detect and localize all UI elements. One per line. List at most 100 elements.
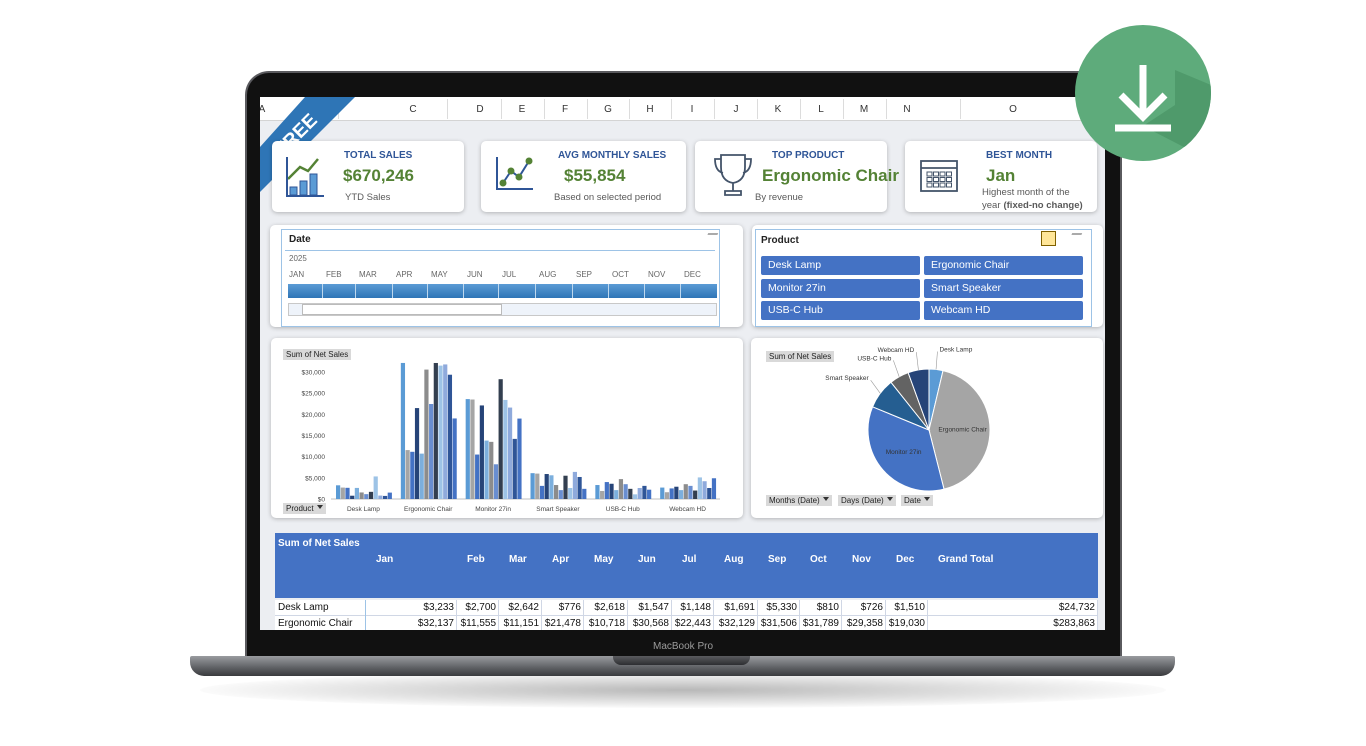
slicer-divider bbox=[285, 250, 715, 251]
bar bbox=[572, 471, 577, 499]
pivot-cell: $5,330 bbox=[758, 600, 800, 616]
pivot-cell: $2,618 bbox=[584, 600, 628, 616]
date-filter-button[interactable]: Days (Date) bbox=[838, 495, 896, 506]
product-slicer-item[interactable]: Smart Speaker bbox=[924, 278, 1083, 298]
x-tick-label: Webcam HD bbox=[669, 506, 706, 513]
icon-axis bbox=[496, 157, 533, 190]
kpi-value: Ergonomic Chair bbox=[762, 166, 899, 185]
bar bbox=[405, 450, 410, 499]
bar bbox=[609, 483, 614, 499]
x-tick-label: USB-C Hub bbox=[606, 506, 640, 513]
bar bbox=[563, 475, 568, 499]
pivot-column-header: Dec bbox=[896, 554, 915, 565]
bar bbox=[359, 492, 364, 499]
bar bbox=[452, 418, 457, 499]
timeline-month-label: APR bbox=[396, 270, 413, 279]
icon-calendar-cell bbox=[939, 177, 946, 182]
icon-bar bbox=[299, 180, 308, 196]
icon-shadow bbox=[1143, 70, 1211, 161]
x-tick-label: Desk Lamp bbox=[347, 506, 380, 513]
kpi-title: AVG MONTHLY SALES bbox=[558, 150, 667, 161]
y-tick-label: $5,000 bbox=[305, 475, 325, 482]
bar bbox=[558, 490, 563, 499]
product-slicer-item[interactable]: USB-C Hub bbox=[761, 301, 920, 320]
icon-calendar-cell bbox=[946, 177, 952, 182]
pivot-cell: $21,478 bbox=[542, 616, 584, 630]
kpi-title: BEST MONTH bbox=[986, 150, 1053, 161]
kpi-subtitle: By revenue bbox=[755, 191, 806, 204]
icon-calendar-cell bbox=[933, 182, 939, 188]
pie-label: Desk Lamp bbox=[939, 346, 972, 353]
bar bbox=[387, 492, 392, 499]
spreadsheet-screen: A C D E F G H I J K L M N O FREE TOTAL SALES $670,246 YTD… bbox=[260, 97, 1105, 630]
column-divider bbox=[799, 99, 801, 119]
bar bbox=[517, 418, 522, 499]
column-header: E bbox=[518, 104, 526, 115]
bar bbox=[618, 479, 624, 499]
timeline-month-label: OCT bbox=[612, 270, 629, 279]
dropdown-arrow bbox=[316, 505, 323, 512]
bar bbox=[554, 485, 559, 499]
date-filter-button[interactable]: Date bbox=[901, 495, 933, 506]
pie-label: USB-C Hub bbox=[857, 355, 891, 362]
y-tick-label: $0 bbox=[318, 497, 326, 504]
pivot-cell: $1,510 bbox=[886, 600, 928, 616]
kpi-subtitle: Based on selected period bbox=[554, 191, 664, 204]
pivot-cell: $1,547 bbox=[628, 600, 672, 616]
filter-button-text: Product bbox=[286, 504, 314, 513]
pivot-cell: $2,700 bbox=[457, 600, 499, 616]
kpi-subtitle-text: Based on selected period bbox=[554, 192, 662, 203]
pivot-column-header: Oct bbox=[810, 554, 827, 565]
pie-leader-line bbox=[935, 351, 938, 370]
download-button[interactable] bbox=[1075, 25, 1211, 161]
pie-leader-line bbox=[870, 379, 881, 394]
filter-button-text: Date bbox=[904, 496, 921, 505]
bar bbox=[544, 474, 549, 499]
column-header: L bbox=[818, 104, 824, 115]
x-tick-label: Smart Speaker bbox=[536, 506, 580, 513]
slicer-year: 2025 bbox=[289, 254, 307, 263]
bar bbox=[484, 440, 489, 499]
arrow-head bbox=[1118, 92, 1168, 122]
column-divider bbox=[757, 99, 758, 119]
pivot-row-label: Desk Lamp bbox=[275, 600, 366, 616]
column-divider bbox=[446, 99, 448, 119]
bar bbox=[340, 487, 345, 499]
bar bbox=[493, 464, 499, 499]
filter-button-text: Months (Date) bbox=[769, 496, 820, 505]
bar bbox=[711, 478, 717, 499]
icon-calendar-cell bbox=[933, 177, 939, 182]
multi-select-icon[interactable] bbox=[1041, 231, 1056, 246]
pie-slice bbox=[867, 406, 945, 492]
bar bbox=[364, 494, 369, 499]
product-slicer-item[interactable]: Monitor 27in bbox=[761, 278, 920, 298]
kpi-value: Jan bbox=[986, 166, 1016, 185]
bar bbox=[637, 487, 642, 499]
product-slicer-item[interactable]: Desk Lamp bbox=[761, 256, 920, 275]
bar bbox=[577, 476, 582, 499]
icon-dot bbox=[507, 167, 515, 175]
pivot-cell: $726 bbox=[842, 600, 886, 616]
product-slicer-item[interactable]: Webcam HD bbox=[924, 301, 1083, 320]
column-divider bbox=[842, 99, 844, 119]
pie-label: Webcam HD bbox=[878, 347, 915, 354]
timeline-divider bbox=[644, 284, 645, 298]
product-slicer-item[interactable]: Ergonomic Chair bbox=[924, 256, 1083, 275]
bar bbox=[664, 492, 670, 499]
timeline-month-label: JUL bbox=[502, 270, 517, 279]
product-filter-button[interactable]: Product bbox=[283, 503, 326, 514]
bar bbox=[549, 475, 554, 499]
timeline-month-label: SEP bbox=[576, 270, 593, 279]
timeline-divider bbox=[608, 284, 609, 298]
timeline-month-label: MAY bbox=[431, 270, 448, 279]
kpi-icon bbox=[920, 160, 958, 192]
pivot-cell: $32,129 bbox=[714, 616, 758, 630]
scrollbar-thumb[interactable] bbox=[302, 304, 502, 315]
bar bbox=[693, 490, 698, 499]
column-divider bbox=[543, 99, 545, 119]
bar bbox=[479, 405, 484, 499]
pie-leader-line bbox=[916, 352, 919, 370]
bar bbox=[632, 494, 638, 499]
date-filter-button[interactable]: Months (Date) bbox=[766, 495, 832, 506]
bar bbox=[414, 408, 420, 499]
